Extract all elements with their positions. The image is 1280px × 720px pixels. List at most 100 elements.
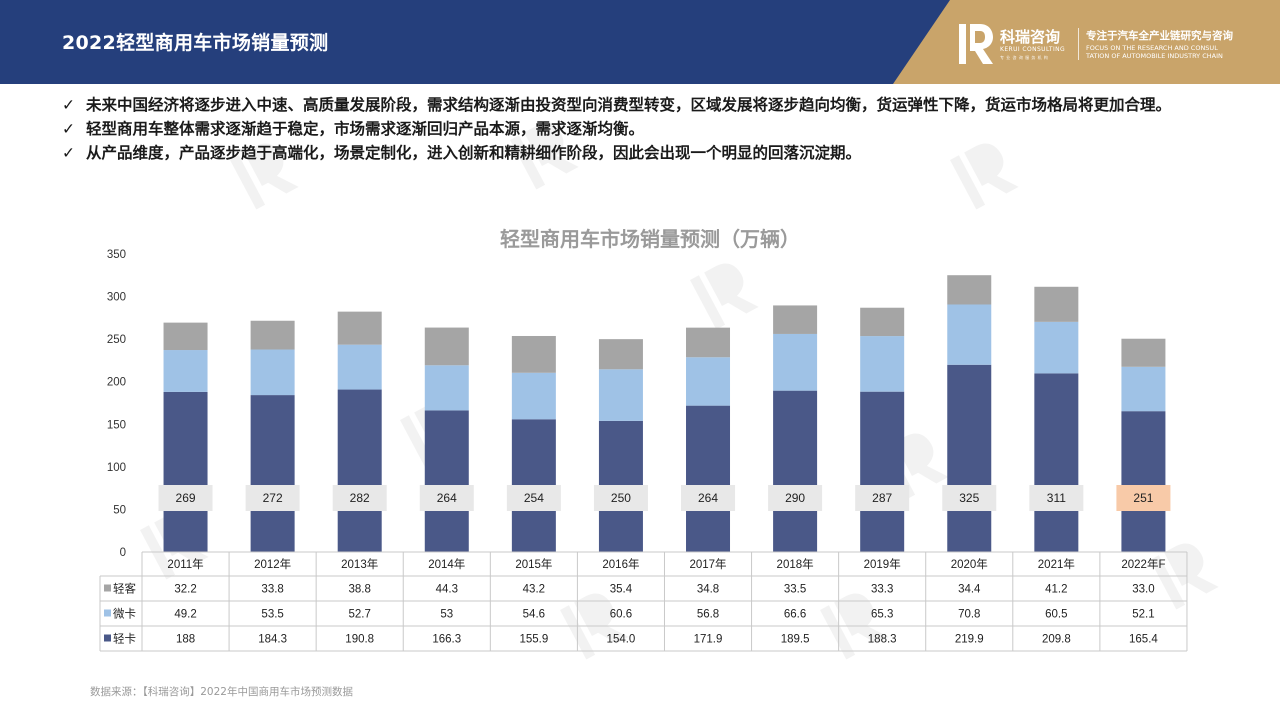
total-label-box <box>332 485 387 511</box>
bar-segment <box>337 311 382 345</box>
bullet-text: 未来中国经济将逐步进入中速、高质量发展阶段，需求结构逐渐由投资型向消费型转变，区… <box>86 96 1172 114</box>
brand-name: 科瑞咨询 <box>1000 28 1061 46</box>
slogan-en-line2: TATION OF AUTOMOBILE INDUSTRY CHAIN <box>1086 52 1223 60</box>
table-cell-value: 209.8 <box>1042 634 1071 646</box>
bar-segment <box>1034 286 1079 322</box>
total-label-box <box>419 485 474 511</box>
table-cell-value: 43.2 <box>523 584 545 596</box>
table-cell-value: 188 <box>176 634 195 646</box>
total-label: 290 <box>785 491 805 505</box>
bar-segment <box>947 304 992 365</box>
table-cell-value: 219.9 <box>955 634 984 646</box>
total-label-box <box>1029 485 1084 511</box>
table-cell-value: 53 <box>440 609 453 621</box>
table-cell-value: 165.4 <box>1129 634 1158 646</box>
bar-segment <box>511 372 556 420</box>
bar-segment <box>773 333 818 391</box>
bar-segment <box>250 349 295 396</box>
y-tick-label: 200 <box>107 377 126 389</box>
bar-segment <box>511 335 556 373</box>
y-tick-label: 150 <box>107 419 126 431</box>
bar-segment <box>337 344 382 390</box>
table-cell-value: 54.6 <box>523 609 545 621</box>
category-label: 2014年 <box>428 557 465 571</box>
checkmark-icon: ✓ <box>62 144 75 162</box>
bullet-item: ✓ 从产品维度，产品逐步趋于高端化，场景定制化，进入创新和精耕细作阶段，因此会出… <box>62 144 1222 162</box>
brand-slogan: 专注于汽车全产业链研究与咨询 <box>1086 30 1233 42</box>
total-label: 272 <box>263 491 283 505</box>
table-cell-value: 52.1 <box>1132 609 1154 621</box>
table-cell-value: 184.3 <box>258 634 287 646</box>
category-label: 2012年 <box>254 557 291 571</box>
bar-segment <box>773 390 818 552</box>
category-label: 2021年 <box>1038 557 1075 571</box>
bar-segment <box>163 350 208 392</box>
y-tick-label: 350 <box>107 249 126 261</box>
table-cell-value: 60.6 <box>610 609 632 621</box>
total-label: 251 <box>1133 491 1153 505</box>
brand-separator <box>1078 28 1079 60</box>
legend-swatch <box>104 609 111 617</box>
total-label: 254 <box>524 491 544 505</box>
total-label: 269 <box>176 491 196 505</box>
bar-segment <box>250 320 295 350</box>
table-cell-value: 155.9 <box>519 634 548 646</box>
total-label-box <box>681 485 736 511</box>
slogan-en-line1: FOCUS ON THE RESEARCH AND CONSUL <box>1086 44 1218 52</box>
y-tick-label: 50 <box>113 504 126 516</box>
bar-segment <box>1121 366 1166 412</box>
brand-english-name: KERUI CONSULTING <box>1000 46 1066 53</box>
category-label: 2016年 <box>602 557 639 571</box>
bar-segment <box>424 327 469 366</box>
total-label-box <box>855 485 910 511</box>
bar-segment <box>947 364 992 552</box>
legend-swatch <box>104 584 111 592</box>
table-cell-value: 32.2 <box>174 584 196 596</box>
table-cell-value: 35.4 <box>610 584 633 596</box>
total-label-box <box>506 485 561 511</box>
table-cell-value: 188.3 <box>868 634 897 646</box>
table-cell-value: 60.5 <box>1045 609 1067 621</box>
bar-segment <box>686 405 731 552</box>
bullet-item: ✓ 轻型商用车整体需求逐渐趋于稳定，市场需求逐渐回归产品本源，需求逐渐均衡。 <box>62 120 1222 138</box>
total-label: 264 <box>698 491 718 505</box>
total-label-box <box>942 485 997 511</box>
table-cell-value: 33.8 <box>261 584 283 596</box>
bullet-text: 轻型商用车整体需求逐渐趋于稳定，市场需求逐渐回归产品本源，需求逐渐均衡。 <box>86 120 645 138</box>
total-label: 282 <box>350 491 370 505</box>
brand-block: 科瑞咨询 KERUI CONSULTING 专 业 咨 询 服 务 机 构 专注… <box>958 22 1268 66</box>
table-cell-value: 189.5 <box>781 634 810 646</box>
table-cell-value: 41.2 <box>1045 584 1067 596</box>
bar-segment <box>424 410 469 552</box>
table-cell-value: 154.0 <box>607 634 636 646</box>
category-label: 2011年 <box>167 557 203 571</box>
legend-swatch <box>104 634 111 642</box>
category-label: 2022年F <box>1121 557 1165 571</box>
y-tick-label: 0 <box>120 547 126 559</box>
bar-segment <box>598 339 643 370</box>
total-label: 311 <box>1047 491 1066 505</box>
category-label: 2020年 <box>951 557 988 571</box>
y-tick-label: 250 <box>107 334 126 346</box>
series-name-label: 微卡 <box>113 607 136 621</box>
series-name-label: 轻卡 <box>113 632 136 646</box>
bar-segment <box>1034 373 1079 552</box>
y-tick-label: 300 <box>107 292 126 304</box>
total-label-box <box>245 485 300 511</box>
total-label: 287 <box>872 491 892 505</box>
bar-segment <box>337 389 382 552</box>
total-label-box <box>593 485 648 511</box>
checkmark-icon: ✓ <box>62 96 75 114</box>
table-cell-value: 53.5 <box>261 609 283 621</box>
total-label-box <box>158 485 213 511</box>
bar-segment <box>250 395 295 552</box>
bar-segment <box>424 365 469 411</box>
y-tick-label: 100 <box>107 462 126 474</box>
brand-subtitle: 专 业 咨 询 服 务 机 构 <box>1000 55 1049 60</box>
bar-segment <box>1121 411 1166 552</box>
bar-segment <box>163 322 208 351</box>
total-label-box <box>1116 485 1171 511</box>
table-cell-value: 70.8 <box>958 609 980 621</box>
bar-segment <box>947 275 992 305</box>
checkmark-icon: ✓ <box>62 120 75 138</box>
